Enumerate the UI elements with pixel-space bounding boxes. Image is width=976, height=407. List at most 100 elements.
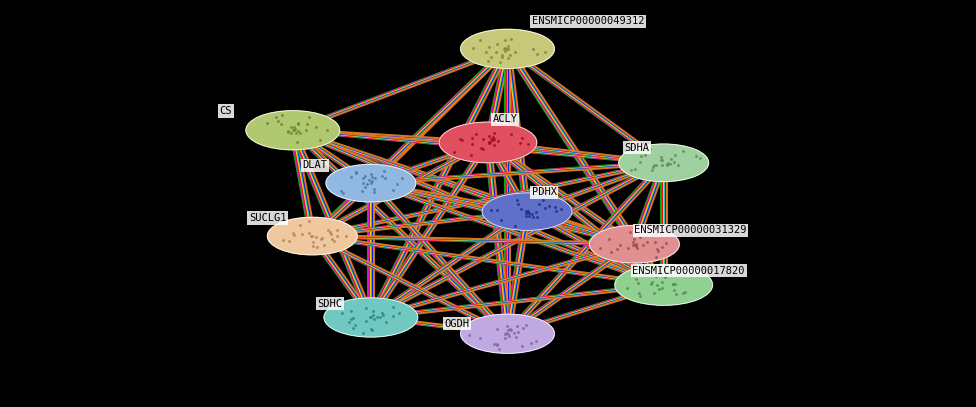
Point bbox=[473, 145, 489, 152]
Point bbox=[363, 326, 379, 332]
Point bbox=[650, 247, 666, 254]
Point bbox=[525, 46, 541, 52]
Point bbox=[334, 188, 349, 195]
Point bbox=[514, 134, 530, 141]
Point bbox=[489, 206, 505, 213]
Text: SDHA: SDHA bbox=[625, 142, 650, 153]
Text: ENSMICP00000031329: ENSMICP00000031329 bbox=[634, 225, 747, 235]
Point bbox=[364, 178, 380, 184]
Point bbox=[666, 281, 681, 287]
Point bbox=[285, 229, 301, 236]
Point bbox=[486, 341, 502, 347]
Point bbox=[509, 197, 525, 203]
Point bbox=[481, 132, 497, 139]
Point bbox=[320, 227, 336, 234]
Point bbox=[316, 242, 332, 248]
Point bbox=[308, 233, 324, 240]
Point bbox=[632, 292, 648, 299]
Point bbox=[630, 245, 645, 252]
Circle shape bbox=[461, 29, 554, 68]
Point bbox=[259, 120, 274, 126]
Point bbox=[668, 291, 683, 298]
Point bbox=[376, 168, 391, 174]
Point bbox=[663, 156, 678, 163]
Point bbox=[538, 205, 553, 211]
Point bbox=[509, 201, 525, 208]
Point bbox=[525, 214, 541, 220]
Point bbox=[667, 159, 682, 165]
Point bbox=[658, 240, 673, 246]
Point bbox=[635, 242, 651, 248]
Point bbox=[628, 241, 643, 247]
Point bbox=[373, 314, 388, 320]
Point bbox=[501, 330, 516, 337]
Point bbox=[358, 304, 374, 311]
Point bbox=[504, 36, 519, 42]
Point bbox=[302, 230, 317, 236]
Point bbox=[343, 173, 358, 180]
Point bbox=[287, 126, 303, 133]
Point bbox=[643, 281, 659, 288]
Point bbox=[323, 230, 339, 237]
Point bbox=[309, 244, 325, 250]
Point bbox=[504, 131, 519, 138]
Point bbox=[623, 166, 638, 173]
Point bbox=[630, 280, 645, 286]
Point bbox=[452, 136, 468, 142]
Point bbox=[524, 211, 540, 217]
Point bbox=[272, 120, 288, 127]
Point bbox=[386, 304, 401, 310]
Point bbox=[500, 46, 515, 52]
Point bbox=[280, 127, 296, 134]
Point bbox=[291, 120, 306, 127]
Point bbox=[639, 239, 655, 246]
Point bbox=[483, 206, 499, 213]
Point bbox=[465, 135, 480, 141]
Text: ENSMICP00000017820: ENSMICP00000017820 bbox=[632, 265, 745, 276]
Point bbox=[489, 326, 505, 333]
Point bbox=[671, 272, 687, 279]
Point bbox=[646, 289, 662, 296]
Point bbox=[644, 278, 660, 285]
Point bbox=[362, 314, 378, 320]
Point bbox=[601, 236, 617, 243]
Point bbox=[529, 50, 545, 57]
Point bbox=[465, 141, 480, 147]
Point bbox=[623, 228, 638, 235]
Point bbox=[461, 332, 476, 339]
Point bbox=[632, 159, 648, 166]
Point bbox=[537, 48, 552, 55]
Point bbox=[513, 206, 529, 212]
Point bbox=[523, 340, 539, 346]
Point bbox=[386, 313, 401, 319]
Point bbox=[363, 180, 379, 186]
Point bbox=[304, 232, 319, 239]
Point bbox=[489, 342, 505, 348]
Point bbox=[481, 44, 497, 50]
Point bbox=[270, 118, 286, 124]
Point bbox=[651, 267, 667, 273]
Point bbox=[629, 242, 644, 249]
Point bbox=[518, 322, 534, 328]
Point bbox=[666, 281, 681, 287]
Point bbox=[346, 315, 361, 321]
Point bbox=[485, 134, 501, 140]
Point bbox=[632, 234, 648, 241]
Point bbox=[654, 243, 670, 250]
Point bbox=[528, 338, 544, 345]
Text: ENSMICP00000049312: ENSMICP00000049312 bbox=[532, 16, 644, 26]
Point bbox=[500, 46, 515, 52]
Point bbox=[454, 137, 469, 143]
Point bbox=[357, 184, 373, 190]
Point bbox=[355, 175, 371, 181]
Point bbox=[510, 328, 526, 335]
Point bbox=[668, 281, 683, 287]
Point bbox=[377, 175, 392, 181]
Point bbox=[486, 135, 502, 142]
Point bbox=[389, 181, 405, 187]
Point bbox=[354, 188, 370, 194]
Point bbox=[667, 287, 682, 293]
Point bbox=[366, 189, 382, 196]
Point bbox=[529, 208, 545, 215]
Point bbox=[507, 330, 522, 336]
